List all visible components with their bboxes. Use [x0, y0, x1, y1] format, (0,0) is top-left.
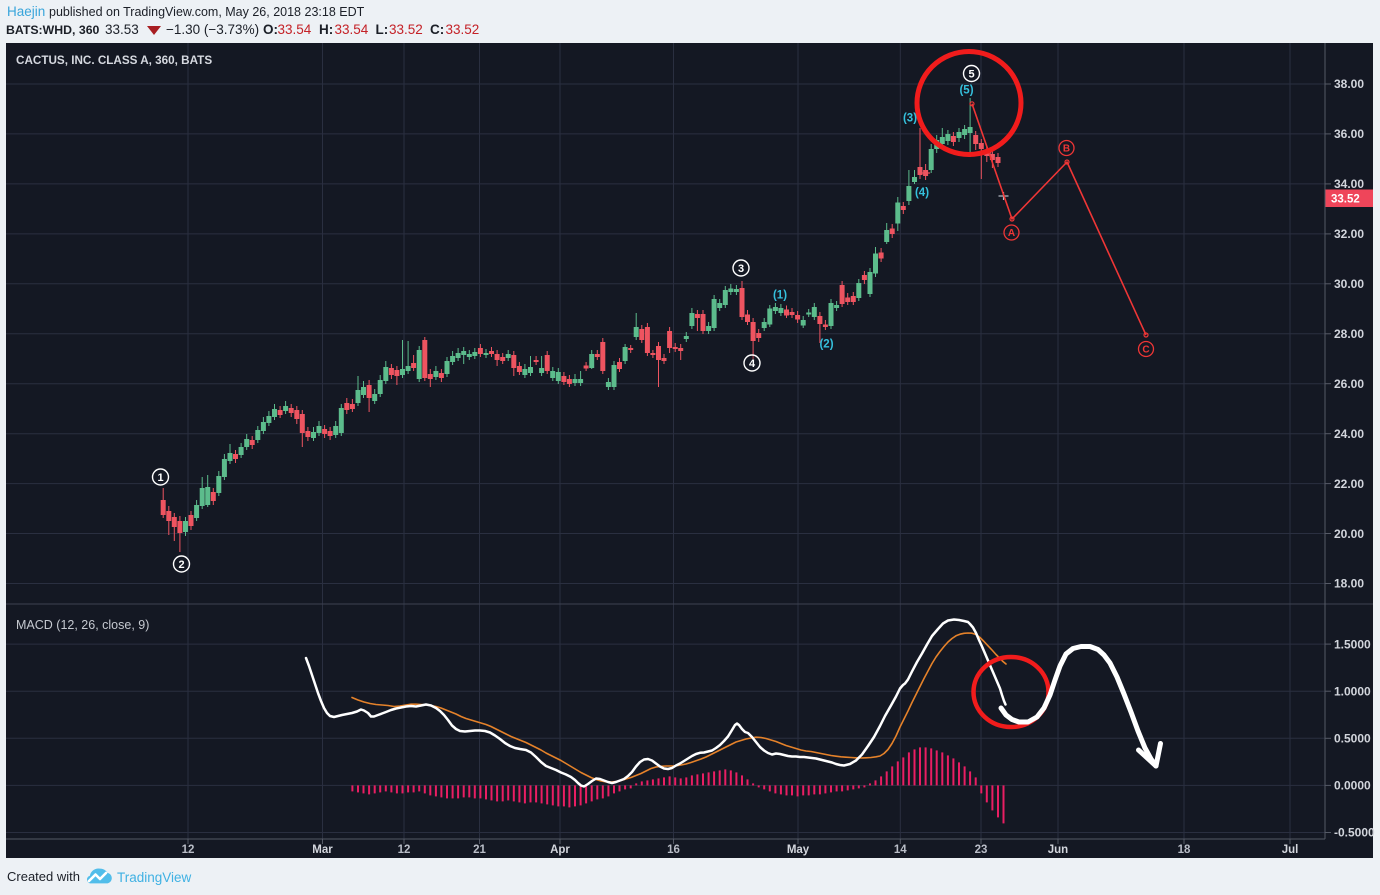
svg-text:32.00: 32.00	[1334, 227, 1364, 241]
svg-text:3: 3	[738, 263, 744, 275]
svg-text:20.00: 20.00	[1334, 527, 1364, 541]
svg-text:Apr: Apr	[550, 844, 570, 856]
svg-text:33.54: 33.54	[335, 22, 369, 37]
svg-text:0.5000: 0.5000	[1334, 732, 1371, 746]
svg-text:BATS:WHD, 360: BATS:WHD, 360	[6, 23, 100, 37]
svg-text:1: 1	[157, 472, 163, 484]
svg-text:Haejin: Haejin	[7, 4, 45, 19]
svg-text:CACTUS, INC. CLASS A, 360, BAT: CACTUS, INC. CLASS A, 360, BATS	[16, 54, 212, 67]
svg-text:MACD (12, 26, close, 9): MACD (12, 26, close, 9)	[16, 618, 149, 632]
svg-text:C:: C:	[430, 22, 444, 37]
svg-text:Jun: Jun	[1048, 844, 1068, 856]
svg-text:30.00: 30.00	[1334, 277, 1364, 291]
svg-text:A: A	[1008, 228, 1015, 239]
svg-text:(5): (5)	[959, 85, 973, 97]
svg-text:H:: H:	[319, 22, 333, 37]
svg-text:34.00: 34.00	[1334, 177, 1364, 191]
svg-text:12: 12	[398, 844, 411, 856]
svg-text:−1.30 (−3.73%): −1.30 (−3.73%)	[166, 22, 259, 37]
svg-text:O:: O:	[263, 22, 278, 37]
svg-text:18.00: 18.00	[1334, 577, 1364, 591]
svg-text:May: May	[787, 844, 810, 856]
svg-text:Jul: Jul	[1282, 844, 1299, 856]
svg-text:(2): (2)	[819, 339, 833, 351]
svg-text:28.00: 28.00	[1334, 327, 1364, 341]
svg-text:C: C	[1142, 345, 1149, 356]
svg-text:1.0000: 1.0000	[1334, 684, 1371, 698]
svg-text:18: 18	[1178, 844, 1191, 856]
svg-text:2: 2	[178, 559, 184, 571]
svg-text:24.00: 24.00	[1334, 427, 1364, 441]
svg-text:L:: L:	[376, 22, 389, 37]
svg-text:14: 14	[894, 844, 907, 856]
svg-text:36.00: 36.00	[1334, 127, 1364, 141]
svg-text:TradingView: TradingView	[117, 870, 192, 885]
svg-text:0.0000: 0.0000	[1334, 779, 1371, 793]
svg-text:-0.5000: -0.5000	[1334, 826, 1375, 840]
svg-text:B: B	[1063, 144, 1070, 155]
svg-text:4: 4	[749, 358, 756, 370]
svg-text:22.00: 22.00	[1334, 477, 1364, 491]
svg-text:26.00: 26.00	[1334, 377, 1364, 391]
svg-text:33.52: 33.52	[446, 22, 480, 37]
svg-text:(1): (1)	[773, 290, 787, 302]
svg-text:12: 12	[182, 844, 195, 856]
svg-text:Created with: Created with	[7, 869, 80, 884]
svg-text:33.52: 33.52	[389, 22, 423, 37]
svg-text:1.5000: 1.5000	[1334, 637, 1371, 651]
svg-text:38.00: 38.00	[1334, 77, 1364, 91]
svg-text:33.54: 33.54	[278, 22, 312, 37]
svg-text:Mar: Mar	[312, 844, 333, 856]
svg-text:16: 16	[667, 844, 680, 856]
svg-text:(3): (3)	[903, 113, 917, 125]
svg-text:33.52: 33.52	[1331, 194, 1360, 206]
svg-text:5: 5	[968, 68, 974, 80]
svg-text:23: 23	[975, 844, 988, 856]
svg-text:21: 21	[473, 844, 486, 856]
svg-text:(4): (4)	[915, 187, 929, 199]
svg-text:33.53: 33.53	[105, 22, 139, 37]
svg-text:published on TradingView.com,: published on TradingView.com, May 26, 20…	[49, 5, 365, 19]
